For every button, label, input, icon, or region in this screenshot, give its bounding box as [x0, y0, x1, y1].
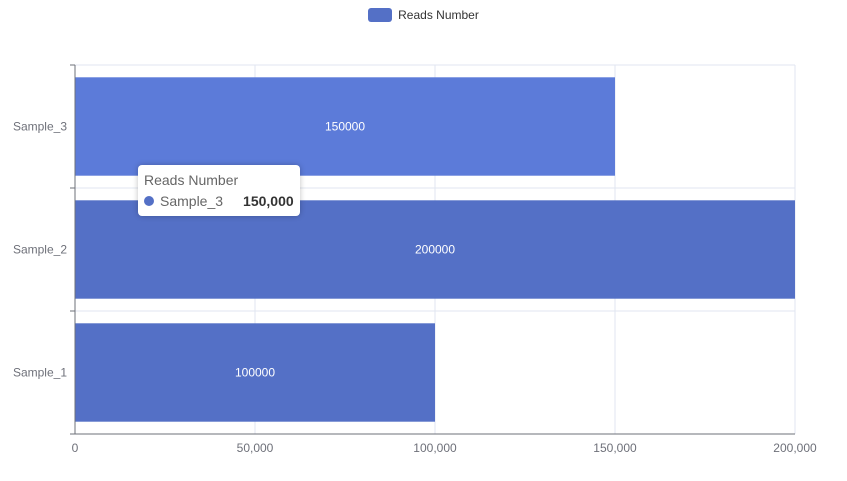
x-tick-label: 100,000: [413, 441, 457, 455]
bar-data-label: 100000: [235, 366, 275, 380]
bar-data-label: 150000: [325, 120, 365, 134]
tooltip-item-value: 150,000: [243, 193, 294, 209]
y-tick-label: Sample_1: [13, 366, 67, 380]
labels: 100000 Sample_1 200000 Sample_2 150000 Sample…: [13, 120, 817, 456]
tooltip-marker: [144, 196, 154, 206]
tooltip-item-name: Sample_3: [160, 193, 224, 209]
tooltip-row: Sample_3 150,000: [144, 191, 294, 211]
bar-sample-2[interactable]: [75, 200, 795, 299]
tooltip-title: Reads Number: [144, 172, 239, 188]
y-tick-label: Sample_3: [13, 120, 67, 134]
x-tick-label: 0: [72, 441, 79, 455]
legend[interactable]: Reads Number: [0, 8, 847, 22]
legend-swatch[interactable]: [368, 8, 393, 22]
axes: [70, 64, 795, 435]
x-tick-label: 200,000: [773, 441, 817, 455]
bar-data-label: 200000: [415, 243, 455, 257]
tooltip: Reads Number Sample_3 150,000: [138, 165, 300, 216]
x-tick-label: 50,000: [237, 441, 274, 455]
legend-label[interactable]: Reads Number: [398, 8, 479, 22]
y-tick-label: Sample_2: [13, 243, 67, 257]
x-tick-label: 150,000: [593, 441, 637, 455]
bar-sample-3[interactable]: [75, 77, 615, 176]
bars: [75, 77, 795, 422]
bar-sample-1[interactable]: [75, 323, 435, 422]
